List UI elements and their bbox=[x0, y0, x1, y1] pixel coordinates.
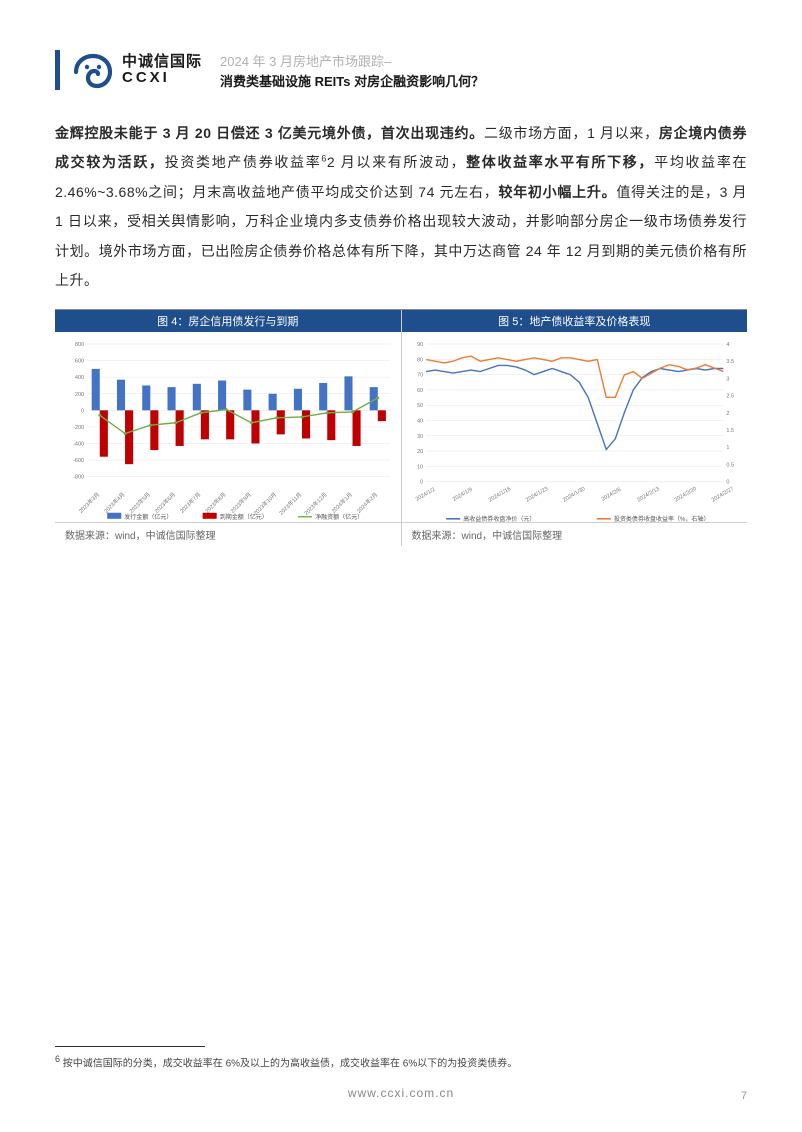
svg-text:1: 1 bbox=[726, 446, 729, 452]
svg-text:2024/1/30: 2024/1/30 bbox=[562, 486, 586, 503]
svg-text:2023年9月: 2023年9月 bbox=[229, 491, 253, 515]
svg-text:-600: -600 bbox=[73, 458, 84, 464]
svg-text:2024/1/2: 2024/1/2 bbox=[414, 487, 436, 503]
svg-text:90: 90 bbox=[416, 342, 422, 348]
svg-text:70: 70 bbox=[416, 373, 422, 379]
svg-text:10: 10 bbox=[416, 465, 422, 471]
svg-text:2023年5月: 2023年5月 bbox=[127, 491, 151, 515]
chart-5-source: 数据来源：wind，中诚信国际整理 bbox=[402, 522, 748, 546]
ccxi-logo-icon bbox=[70, 50, 116, 90]
svg-text:50: 50 bbox=[416, 404, 422, 410]
svg-text:2024/1/23: 2024/1/23 bbox=[524, 486, 548, 503]
para-seg-4: 投资类地产债券收益率 bbox=[165, 154, 322, 170]
chart-4-svg: -800-600-400-20002004006008002023年3月2023… bbox=[57, 336, 398, 527]
svg-text:2: 2 bbox=[726, 411, 729, 417]
chart-5-svg: 0 10 20 30 40 50 60 70 80 90 0 0.5 1 1.5 2 2.5 3 3.5 4 2024… bbox=[404, 336, 745, 527]
svg-text:600: 600 bbox=[75, 359, 84, 365]
chart-4-title: 图 4：房企信用债发行与到期 bbox=[55, 310, 401, 332]
charts-row: 图 4：房企信用债发行与到期 -800-600-400-200020040060… bbox=[55, 309, 747, 546]
svg-text:2023年11月: 2023年11月 bbox=[277, 491, 303, 517]
para-bold-8: 较年初小幅上升。 bbox=[498, 184, 616, 200]
svg-text:200: 200 bbox=[75, 392, 84, 398]
svg-text:2024年1月: 2024年1月 bbox=[330, 491, 354, 515]
footnote-rule bbox=[55, 1046, 205, 1047]
svg-text:0: 0 bbox=[726, 480, 729, 486]
chart-4-canvas: -800-600-400-20002004006008002023年3月2023… bbox=[55, 332, 401, 522]
document-page: 中诚信国际 CCXI 2024 年 3 月房地产市场跟踪– 消费类基础设施 RE… bbox=[0, 0, 802, 1132]
chart-5-canvas: 0 10 20 30 40 50 60 70 80 90 0 0.5 1 1.5 2 2.5 3 3.5 4 2024… bbox=[402, 332, 748, 522]
chart-4-cell: 图 4：房企信用债发行与到期 -800 -600 -400 -200 0 200 400 60… bbox=[55, 310, 402, 546]
svg-text:40: 40 bbox=[416, 419, 422, 425]
svg-text:2023年4月: 2023年4月 bbox=[102, 491, 126, 515]
svg-text:2024年2月: 2024年2月 bbox=[355, 491, 379, 515]
svg-text:80: 80 bbox=[416, 358, 422, 364]
main-paragraph: 金辉控股未能于 3 月 20 日偿还 3 亿美元境外债，首次出现违约。二级市场方… bbox=[55, 119, 747, 295]
chart-5-cell: 图 5：地产债收益率及价格表现 0 10 20 30 40 50 60 70 80 90 0 0.5 1… bbox=[402, 310, 748, 546]
svg-text:20: 20 bbox=[416, 449, 422, 455]
svg-text:-400: -400 bbox=[73, 442, 84, 448]
logo-chinese: 中诚信国际 bbox=[122, 54, 202, 71]
svg-text:2023年3月: 2023年3月 bbox=[77, 491, 101, 515]
para-seg-2: 二级市场方面，1 月以来， bbox=[484, 125, 659, 141]
svg-text:2023年7月: 2023年7月 bbox=[178, 491, 202, 515]
svg-text:2024/2/20: 2024/2/20 bbox=[673, 486, 697, 503]
svg-text:2023年6月: 2023年6月 bbox=[153, 491, 177, 515]
svg-text:0: 0 bbox=[81, 409, 84, 415]
svg-text:净融资额（亿元）: 净融资额（亿元） bbox=[315, 513, 363, 521]
svg-text:0: 0 bbox=[420, 480, 423, 486]
header-title-block: 2024 年 3 月房地产市场跟踪– 消费类基础设施 REITs 对房企融资影响… bbox=[220, 50, 747, 91]
svg-text:-800: -800 bbox=[73, 475, 84, 481]
footnote-block: 6 按中诚信国际的分类，成交收益率在 6%及以上的为高收益债，成交收益率在 6%… bbox=[55, 1046, 747, 1072]
page-number: 7 bbox=[741, 1090, 747, 1102]
footer-url: www.ccxi.com.cn bbox=[0, 1086, 802, 1100]
logo-text: 中诚信国际 CCXI bbox=[122, 54, 202, 87]
para-seg-5: 2 月以来有所波动， bbox=[327, 154, 466, 170]
svg-text:2023年8月: 2023年8月 bbox=[203, 491, 227, 515]
svg-text:3: 3 bbox=[726, 377, 729, 383]
svg-text:3.5: 3.5 bbox=[726, 360, 734, 366]
svg-text:2024/2/27: 2024/2/27 bbox=[710, 486, 734, 503]
logo-english: CCXI bbox=[122, 70, 202, 87]
para-bold-1: 金辉控股未能于 3 月 20 日偿还 3 亿美元境外债，首次出现违约。 bbox=[55, 125, 484, 141]
svg-text:60: 60 bbox=[416, 388, 422, 394]
svg-text:2024/1/9: 2024/1/9 bbox=[451, 487, 473, 503]
footnote-text: 6 按中诚信国际的分类，成交收益率在 6%及以上的为高收益债，成交收益率在 6%… bbox=[55, 1052, 747, 1072]
svg-text:400: 400 bbox=[75, 376, 84, 382]
svg-text:2024/2/13: 2024/2/13 bbox=[636, 486, 660, 503]
svg-text:30: 30 bbox=[416, 434, 422, 440]
svg-text:4: 4 bbox=[726, 342, 729, 348]
svg-text:0.5: 0.5 bbox=[726, 463, 734, 469]
svg-text:1.5: 1.5 bbox=[726, 428, 734, 434]
svg-text:2023年10月: 2023年10月 bbox=[252, 491, 278, 517]
footnote-body: 按中诚信国际的分类，成交收益率在 6%及以上的为高收益债，成交收益率在 6%以下… bbox=[60, 1058, 517, 1069]
svg-text:2023年12月: 2023年12月 bbox=[302, 491, 328, 517]
logo-block: 中诚信国际 CCXI bbox=[55, 50, 202, 90]
svg-text:800: 800 bbox=[75, 342, 84, 348]
svg-text:-200: -200 bbox=[73, 425, 84, 431]
svg-text:到期金额（亿元）: 到期金额（亿元） bbox=[220, 513, 268, 521]
svg-text:发行金额（亿元）: 发行金额（亿元） bbox=[124, 513, 172, 521]
svg-text:2.5: 2.5 bbox=[726, 394, 734, 400]
svg-text:2024/2/6: 2024/2/6 bbox=[600, 487, 622, 503]
chart-5-title: 图 5：地产债收益率及价格表现 bbox=[402, 310, 748, 332]
para-bold-6: 整体收益率水平有所下移， bbox=[466, 154, 654, 170]
svg-text:2024/1/16: 2024/1/16 bbox=[487, 486, 511, 503]
header-subtitle: 2024 年 3 月房地产市场跟踪– bbox=[220, 52, 747, 72]
chart-4-source: 数据来源：wind，中诚信国际整理 bbox=[55, 522, 401, 546]
page-header: 中诚信国际 CCXI 2024 年 3 月房地产市场跟踪– 消费类基础设施 RE… bbox=[55, 50, 747, 91]
header-title: 消费类基础设施 REITs 对房企融资影响几何？ bbox=[220, 72, 747, 92]
